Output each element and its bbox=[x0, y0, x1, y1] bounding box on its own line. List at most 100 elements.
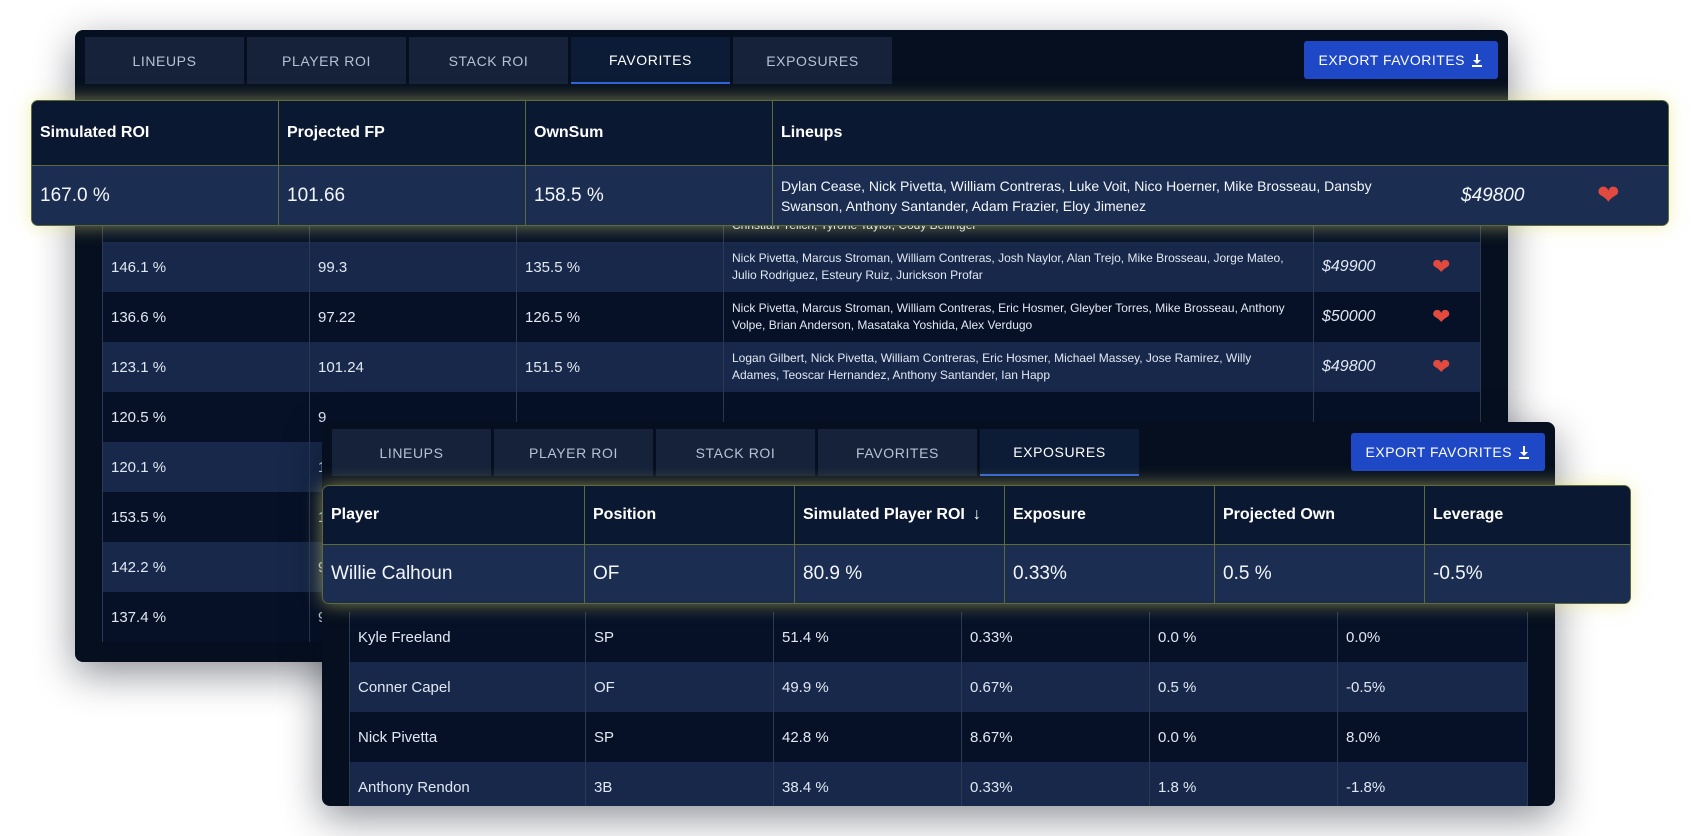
cell-simulated-roi: 146.1 % bbox=[103, 242, 310, 292]
table-row[interactable]: Kyle Freeland SP 51.4 % 0.33% 0.0 % 0.0% bbox=[349, 612, 1528, 662]
cell-projected-own: 0.0 % bbox=[1150, 612, 1338, 662]
download-icon bbox=[1519, 445, 1529, 459]
heart-icon[interactable]: ❤ bbox=[1432, 254, 1451, 279]
cell-favorite: ❤ bbox=[1424, 342, 1480, 392]
table-row[interactable]: Nick Pivetta SP 42.8 % 8.67% 0.0 % 8.0% bbox=[349, 712, 1528, 762]
cell-lineup: Dylan Cease, Nick Pivetta, William Contr… bbox=[773, 166, 1668, 225]
tab-lineups[interactable]: LINEUPS bbox=[332, 429, 491, 476]
column-header-position[interactable]: Position bbox=[585, 486, 795, 545]
column-header-simulated-roi[interactable]: Simulated ROI bbox=[32, 101, 279, 166]
cell-leverage: -1.8% bbox=[1346, 778, 1386, 796]
cell-exposure: 8.67% bbox=[962, 712, 1150, 762]
export-label: EXPORT FAVORITES bbox=[1318, 52, 1465, 68]
tab-exposures[interactable]: EXPOSURES bbox=[733, 37, 892, 84]
cell-ownsum: 135.5 % bbox=[517, 242, 724, 292]
tab-bar: LINEUPS PLAYER ROI STACK ROI FAVORITES E… bbox=[85, 37, 892, 84]
table-row[interactable]: Anthony Rendon 3B 38.4 % 0.33% 1.8 % -1.8% bbox=[349, 762, 1528, 806]
cell-simulated-roi: 142.2 % bbox=[103, 542, 310, 592]
cell-player: Conner Capel bbox=[350, 662, 586, 712]
tab-bar: LINEUPS PLAYER ROI STACK ROI FAVORITES E… bbox=[332, 429, 1139, 476]
arrow-down-icon[interactable]: ↓ bbox=[972, 506, 981, 523]
cell-leverage: -0.5% bbox=[1346, 678, 1386, 696]
cell-lineup: Logan Gilbert, Nick Pivetta, William Con… bbox=[724, 342, 1314, 392]
cell-projected-own: 0.0 % bbox=[1150, 712, 1338, 762]
cell-projected-own: 0.5 % bbox=[1150, 662, 1338, 712]
cell-simulated-roi: 136.6 % bbox=[103, 292, 310, 342]
column-header-ownsum[interactable]: OwnSum bbox=[526, 101, 773, 166]
tab-favorites[interactable]: FAVORITES bbox=[571, 37, 730, 84]
exposures-panel: LINEUPS PLAYER ROI STACK ROI FAVORITES E… bbox=[322, 422, 1555, 806]
table-row[interactable]: 123.1 % 101.24 151.5 % Logan Gilbert, Nick … bbox=[102, 342, 1481, 392]
cell-projected-fp: 99.3 bbox=[310, 242, 517, 292]
export-favorites-button[interactable]: EXPORT FAVORITES bbox=[1303, 41, 1498, 79]
cell-simulated-player-roi: 42.8 % bbox=[774, 712, 962, 762]
cell-simulated-roi: 120.5 % bbox=[103, 392, 310, 442]
cell-favorite: ❤ bbox=[1424, 292, 1480, 342]
cell-position: SP bbox=[586, 712, 774, 762]
lineup-salary: $49900 bbox=[1322, 258, 1376, 275]
heart-icon[interactable]: ❤ bbox=[1432, 304, 1451, 329]
cell-projected-fp: 97.22 bbox=[310, 292, 517, 342]
export-favorites-button[interactable]: EXPORT FAVORITES bbox=[1350, 433, 1545, 471]
cell-projected-fp: 9 bbox=[310, 392, 517, 442]
column-header-projected-own[interactable]: Projected Own bbox=[1215, 486, 1425, 545]
cell-simulated-roi: 137.4 % bbox=[103, 592, 310, 642]
tab-lineups[interactable]: LINEUPS bbox=[85, 37, 244, 84]
column-header-lineups[interactable]: Lineups bbox=[773, 101, 1668, 166]
lineup-salary: $49800 bbox=[1461, 184, 1525, 206]
cell-lineup: Nick Pivetta, Marcus Stroman, William Co… bbox=[724, 292, 1314, 342]
cell-position: OF bbox=[586, 662, 774, 712]
tab-exposures[interactable]: EXPOSURES bbox=[980, 429, 1139, 476]
tab-player-roi[interactable]: PLAYER ROI bbox=[494, 429, 653, 476]
table-row[interactable]: Conner Capel OF 49.9 % 0.67% 0.5 % -0.5% bbox=[349, 662, 1528, 712]
column-header-simulated-player-roi[interactable]: Simulated Player ROI ↓ bbox=[795, 486, 1005, 545]
cell-exposure: 0.33% bbox=[962, 612, 1150, 662]
cell-simulated-player-roi: 49.9 % bbox=[774, 662, 962, 712]
cell-lineup: Nick Pivetta, Marcus Stroman, William Co… bbox=[724, 242, 1314, 292]
cell-projected-own: 0.5 % bbox=[1215, 545, 1425, 603]
column-header-projected-fp[interactable]: Projected FP bbox=[279, 101, 526, 166]
table-row[interactable]: Willie Calhoun OF 80.9 % 0.33% 0.5 % -0.… bbox=[323, 545, 1630, 603]
column-header-label: Simulated Player ROI bbox=[803, 506, 965, 523]
column-header-exposure[interactable]: Exposure bbox=[1005, 486, 1215, 545]
cell-player: Kyle Freeland bbox=[350, 612, 586, 662]
cell-exposure: 0.33% bbox=[1005, 545, 1215, 603]
heart-icon[interactable]: ❤ bbox=[1597, 180, 1620, 210]
cell-lineup bbox=[724, 392, 1314, 442]
cell-simulated-player-roi: 38.4 % bbox=[774, 762, 962, 806]
table-row[interactable]: 167.0 % 101.66 158.5 % Dylan Cease, Nick… bbox=[32, 166, 1668, 225]
cell-ownsum: 126.5 % bbox=[517, 292, 724, 342]
cell-player: Nick Pivetta bbox=[350, 712, 586, 762]
cell-player: Anthony Rendon bbox=[350, 762, 586, 806]
column-header-leverage[interactable]: Leverage bbox=[1425, 486, 1630, 545]
cell-ownsum: 158.5 % bbox=[526, 166, 773, 225]
cell-simulated-player-roi: 51.4 % bbox=[774, 612, 962, 662]
cell-position: OF bbox=[585, 545, 795, 603]
tab-favorites[interactable]: FAVORITES bbox=[818, 429, 977, 476]
tab-stack-roi[interactable]: STACK ROI bbox=[656, 429, 815, 476]
exposures-table: Kyle Freeland SP 51.4 % 0.33% 0.0 % 0.0% Conne… bbox=[349, 612, 1528, 806]
table-row[interactable]: 136.6 % 97.22 126.5 % Nick Pivetta, Marcus … bbox=[102, 292, 1481, 342]
exposures-highlight-row: Player Position Simulated Player ROI ↓ E… bbox=[322, 485, 1631, 604]
tab-stack-roi[interactable]: STACK ROI bbox=[409, 37, 568, 84]
tab-player-roi[interactable]: PLAYER ROI bbox=[247, 37, 406, 84]
cell-favorite: ❤ bbox=[1424, 242, 1480, 292]
cell-simulated-player-roi: 80.9 % bbox=[795, 545, 1005, 603]
cell-ownsum: 151.5 % bbox=[517, 342, 724, 392]
column-header-player[interactable]: Player bbox=[323, 486, 585, 545]
cell-position: SP bbox=[586, 612, 774, 662]
lineup-text: Dylan Cease, Nick Pivetta, William Contr… bbox=[781, 177, 1372, 214]
favorites-highlight-row: Simulated ROI Projected FP OwnSum Lineup… bbox=[31, 100, 1669, 226]
cell-simulated-roi: 153.5 % bbox=[103, 492, 310, 542]
cell-position: 3B bbox=[586, 762, 774, 806]
cell-simulated-roi: 167.0 % bbox=[32, 166, 279, 225]
cell-ownsum bbox=[517, 392, 724, 442]
table-row[interactable]: 146.1 % 99.3 135.5 % Nick Pivetta, Marcus S… bbox=[102, 242, 1481, 292]
heart-icon[interactable]: ❤ bbox=[1432, 354, 1451, 379]
favorites-table-header: Simulated ROI Projected FP OwnSum Lineup… bbox=[32, 101, 1668, 166]
cell-leverage: 0.0% bbox=[1346, 628, 1381, 646]
cell-simulated-roi: 120.1 % bbox=[103, 442, 310, 492]
cell-simulated-roi: 123.1 % bbox=[103, 342, 310, 392]
cell-exposure: 0.33% bbox=[962, 762, 1150, 806]
cell-projected-fp: 101.66 bbox=[279, 166, 526, 225]
